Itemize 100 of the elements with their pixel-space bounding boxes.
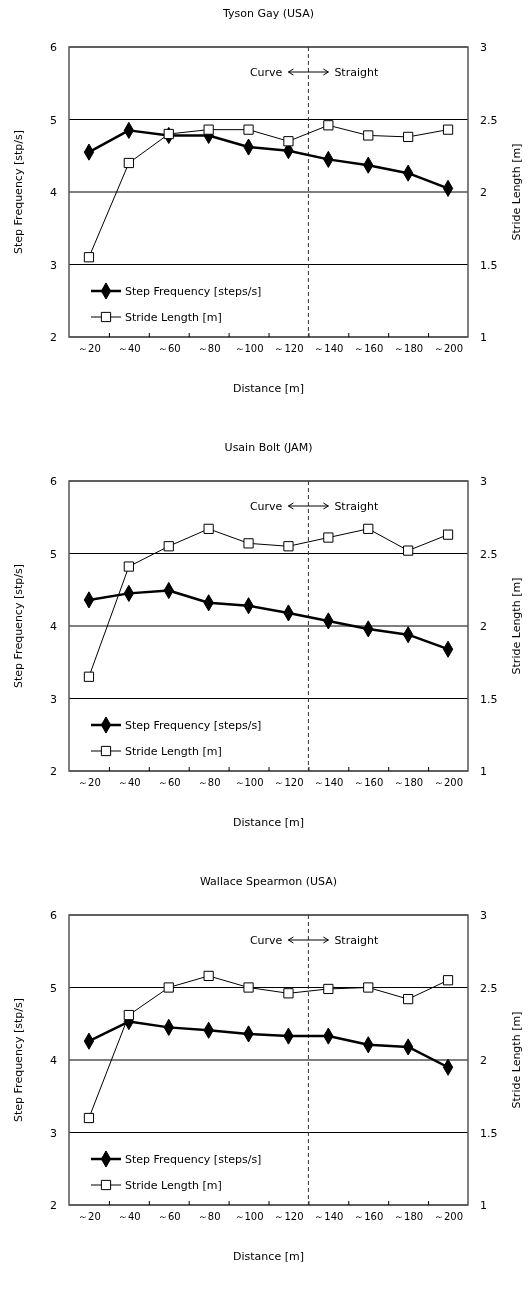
y2-tick-label: 3 (480, 909, 487, 923)
x-tick-label: ～160 (354, 777, 384, 789)
y2-axis-title: Stride Length [m] (510, 143, 523, 241)
point (283, 136, 294, 147)
y-tick-label: 3 (50, 1126, 57, 1140)
y2-tick-label: 2 (480, 1054, 487, 1068)
x-tick-label: ～200 (434, 777, 464, 789)
legend-label: Stride Length [m] (125, 1179, 222, 1192)
point (442, 975, 454, 986)
point (403, 993, 414, 1005)
x-tick-label: ～140 (314, 777, 344, 789)
y2-tick-label: 1.5 (480, 258, 498, 272)
annotation: Curve (249, 934, 283, 947)
chart-title: Wallace Spearmon (USA) (199, 875, 338, 888)
x-tick-label: ～60 (157, 1211, 181, 1223)
y-axis-title: Step Frequency [stp/s] (12, 998, 25, 1122)
annotation: Curve (249, 66, 283, 79)
x-tick-label: ～180 (394, 343, 424, 355)
y2-axis-title: Stride Length [m] (510, 577, 523, 675)
annotation: Straight (334, 934, 379, 947)
point (163, 128, 174, 140)
x-tick-label: ～120 (274, 343, 304, 355)
x-axis-title: Distance [m] (233, 382, 304, 395)
x-tick-label: ～80 (197, 777, 221, 789)
point (203, 970, 214, 982)
x-tick-label: ～20 (78, 343, 101, 355)
x-tick-label: ～100 (234, 1211, 264, 1223)
y2-tick-label: 2.5 (480, 981, 498, 995)
point (323, 120, 334, 131)
x-tick-label: ～40 (117, 777, 141, 789)
y2-tick-label: 1 (480, 765, 487, 779)
point (283, 541, 294, 552)
point (363, 982, 374, 993)
y-tick-label: 3 (50, 258, 57, 272)
point (123, 1009, 134, 1021)
point (83, 671, 95, 682)
point (243, 982, 254, 993)
point (203, 124, 214, 135)
y2-tick-label: 3 (480, 41, 487, 55)
annotation: Curve (249, 500, 283, 513)
x-tick-label: ～140 (314, 1211, 344, 1223)
x-tick-label: ～160 (354, 1211, 384, 1223)
y-tick-label: 2 (50, 331, 57, 345)
y-tick-label: 3 (50, 692, 57, 706)
chart-title: Usain Bolt (JAM) (224, 441, 313, 454)
x-tick-label: ～80 (197, 1211, 221, 1223)
point (363, 130, 374, 141)
x-tick-label: ～120 (274, 1211, 304, 1223)
x-tick-label: ～120 (274, 777, 304, 789)
y-tick-label: 6 (50, 475, 57, 489)
y-axis-title: Step Frequency [stp/s] (12, 130, 25, 254)
y2-tick-label: 1.5 (480, 1126, 498, 1140)
x-tick-label: ～60 (157, 777, 181, 789)
y-tick-label: 5 (50, 981, 57, 995)
point (403, 131, 414, 143)
x-axis-title: Distance [m] (233, 1250, 304, 1263)
y2-tick-label: 1 (480, 331, 487, 345)
point (363, 523, 374, 534)
x-tick-label: ～200 (434, 1211, 464, 1223)
y-tick-label: 4 (50, 1054, 57, 1068)
point (83, 252, 95, 263)
annotation: Straight (334, 500, 379, 513)
point (283, 988, 294, 999)
y-tick-label: 2 (50, 1199, 57, 1213)
x-tick-label: ～100 (234, 343, 264, 355)
point (442, 124, 454, 135)
point (442, 529, 454, 540)
point (83, 1112, 95, 1124)
x-tick-label: ～80 (197, 343, 221, 355)
y2-tick-label: 1.5 (480, 692, 498, 706)
x-tick-label: ～60 (157, 343, 181, 355)
point (243, 124, 254, 135)
y2-tick-label: 3 (480, 475, 487, 489)
x-tick-label: ～200 (434, 343, 464, 355)
annotation: Straight (334, 66, 379, 79)
y2-tick-label: 2.5 (480, 113, 498, 127)
point (123, 561, 134, 572)
x-tick-label: ～20 (78, 777, 101, 789)
x-tick-label: ～20 (78, 1211, 101, 1223)
y-tick-label: 5 (50, 547, 57, 561)
x-tick-label: ～140 (314, 343, 344, 355)
y2-axis-title: Stride Length [m] (510, 1011, 523, 1109)
legend-label: Step Frequency [steps/s] (125, 719, 262, 732)
legend-label: Stride Length [m] (125, 745, 222, 758)
y-tick-label: 5 (50, 113, 57, 127)
point (203, 523, 214, 534)
y2-tick-label: 2 (480, 620, 487, 634)
y-tick-label: 2 (50, 765, 57, 779)
y-tick-label: 6 (50, 41, 57, 55)
y2-tick-label: 2.5 (480, 547, 498, 561)
point (123, 157, 134, 169)
y-axis-title: Step Frequency [stp/s] (12, 564, 25, 688)
legend-label: Step Frequency [steps/s] (125, 1153, 262, 1166)
chart-title: Tyson Gay (USA) (221, 7, 315, 20)
point (403, 545, 414, 556)
x-tick-label: ～40 (117, 1211, 141, 1223)
point (163, 541, 174, 552)
legend-label: Step Frequency [steps/s] (125, 285, 262, 298)
x-tick-label: ～180 (394, 1211, 424, 1223)
x-tick-label: ～40 (117, 343, 141, 355)
